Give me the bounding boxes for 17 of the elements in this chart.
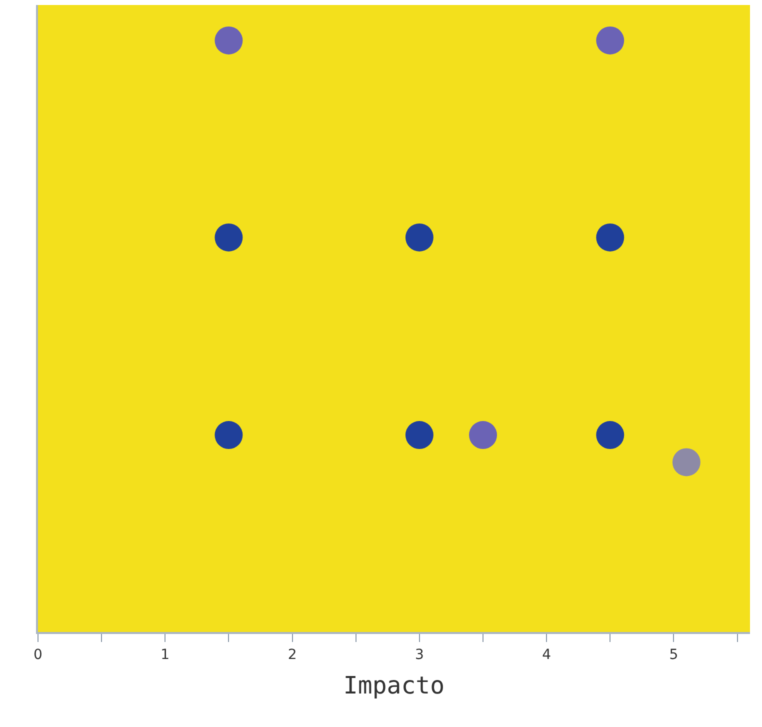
point — [405, 421, 434, 450]
point — [405, 223, 434, 252]
point — [596, 223, 624, 252]
x-tick-label: 2 — [288, 646, 297, 663]
point — [596, 26, 624, 54]
point — [214, 26, 243, 54]
x-tick-label: 0 — [34, 646, 42, 663]
x-tick-label: 4 — [542, 646, 552, 663]
point — [596, 421, 624, 450]
x-tick-label: 1 — [160, 646, 170, 663]
x-tick-label: 5 — [669, 646, 678, 663]
x-axis-title: Impacto — [343, 672, 445, 700]
point — [672, 448, 700, 476]
point — [214, 223, 243, 252]
x-tick-label: 3 — [414, 646, 424, 663]
point — [469, 421, 497, 450]
point — [214, 421, 243, 450]
